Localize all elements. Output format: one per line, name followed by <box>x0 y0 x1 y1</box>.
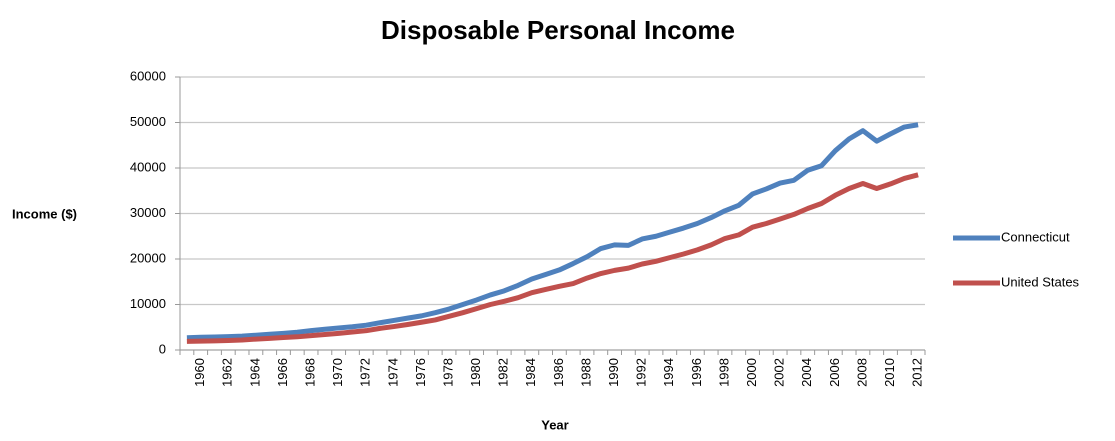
series-line <box>186 122 919 341</box>
x-tick-label: 2008 <box>854 358 869 387</box>
y-axis-label: Income ($) <box>12 206 77 221</box>
x-tick-label: 2002 <box>772 358 787 387</box>
x-tick-label: 2000 <box>744 358 759 387</box>
x-tick-label: 1988 <box>578 358 593 387</box>
x-tick-label: 1970 <box>330 358 345 387</box>
legend-label: Connecticut <box>1001 229 1070 244</box>
x-tick-label: 1996 <box>689 358 704 387</box>
x-tick-label: 1978 <box>440 358 455 387</box>
x-tick-label: 1960 <box>192 358 207 387</box>
x-tick-label: 1966 <box>275 358 290 387</box>
y-tick-label: 50000 <box>130 114 166 129</box>
series-line <box>186 172 919 344</box>
y-tick-label: 30000 <box>130 205 166 220</box>
x-tick-label: 1990 <box>606 358 621 387</box>
legend-label: United States <box>1001 274 1080 289</box>
y-tick-label: 40000 <box>130 159 166 174</box>
x-tick-label: 1976 <box>413 358 428 387</box>
x-tick-label: 2010 <box>882 358 897 387</box>
x-tick-label: 1968 <box>303 358 318 387</box>
x-tick-label: 1992 <box>634 358 649 387</box>
x-tick-label: 1980 <box>468 358 483 387</box>
x-tick-label: 1984 <box>523 358 538 387</box>
x-tick-label: 1962 <box>220 358 235 387</box>
x-tick-label: 1972 <box>358 358 373 387</box>
x-tick-label: 2004 <box>799 358 814 387</box>
x-tick-label: 1964 <box>247 358 262 387</box>
y-tick-label: 20000 <box>130 250 166 265</box>
x-tick-label: 2012 <box>910 358 925 387</box>
chart-title: Disposable Personal Income <box>381 15 735 45</box>
x-axis-label: Year <box>541 417 568 432</box>
x-tick-label: 1994 <box>661 358 676 387</box>
x-tick-label: 1974 <box>385 358 400 387</box>
x-tick-label: 2006 <box>827 358 842 387</box>
x-tick-label: 1998 <box>716 358 731 387</box>
x-tick-label: 1982 <box>496 358 511 387</box>
y-tick-label: 0 <box>159 341 166 356</box>
x-tick-label: 1986 <box>551 358 566 387</box>
y-tick-label: 10000 <box>130 296 166 311</box>
y-tick-label: 60000 <box>130 68 166 83</box>
